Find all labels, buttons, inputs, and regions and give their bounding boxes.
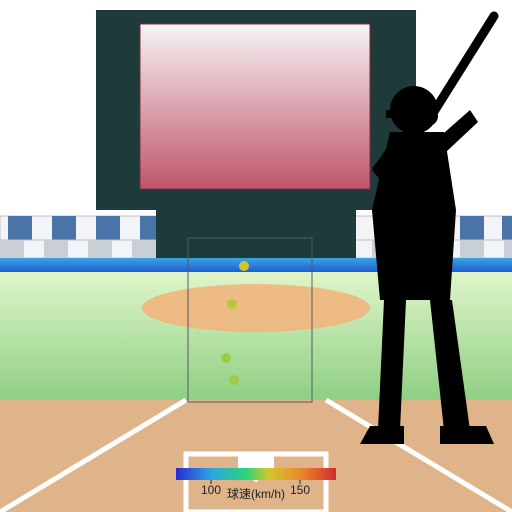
pitch-marker xyxy=(227,299,237,309)
legend-tick: 150 xyxy=(290,483,310,497)
pitchers-mound xyxy=(142,284,370,332)
scene-svg: 100 150 球速(km/h) xyxy=(0,0,512,512)
pitch-location-chart: 100 150 球速(km/h) xyxy=(0,0,512,512)
pitch-marker xyxy=(239,261,249,271)
pitch-marker xyxy=(221,353,231,363)
pitch-marker xyxy=(229,375,239,385)
legend-tick: 100 xyxy=(201,483,221,497)
speed-colorbar xyxy=(176,468,336,480)
scoreboard-base xyxy=(156,210,356,258)
scoreboard-screen xyxy=(140,24,370,189)
legend-label: 球速(km/h) xyxy=(227,487,285,501)
